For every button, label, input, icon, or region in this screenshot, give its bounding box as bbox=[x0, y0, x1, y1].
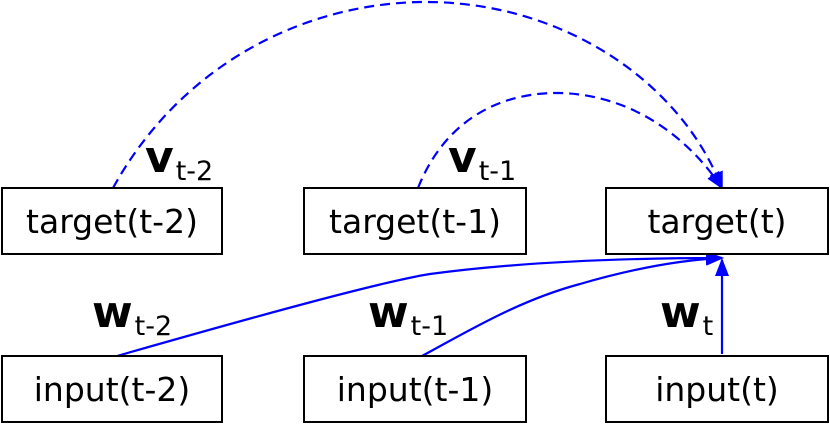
label-w-t-main: w bbox=[660, 287, 701, 338]
label-v-t2: vt-2 bbox=[145, 132, 213, 187]
node-target-t1-label: target(t-1) bbox=[329, 202, 501, 241]
label-v-t2-main: v bbox=[145, 132, 174, 183]
label-v-t1-sub: t-1 bbox=[479, 156, 517, 187]
edge-input-t2-to-target-t bbox=[116, 251, 724, 358]
edge-target-t1-to-target-t bbox=[416, 91, 724, 190]
node-target-t2: target(t-2) bbox=[1, 187, 223, 255]
label-w-t2-sub: t-2 bbox=[135, 311, 173, 342]
node-input-t2: input(t-2) bbox=[1, 355, 223, 423]
edge-input-t1-to-target-t bbox=[421, 251, 724, 357]
node-input-t1-label: input(t-1) bbox=[337, 370, 493, 409]
edge-target-t2-to-target-t bbox=[112, 0, 724, 190]
label-w-t1-sub: t-1 bbox=[411, 311, 449, 342]
node-input-t2-label: input(t-2) bbox=[34, 370, 190, 409]
label-v-t2-sub: t-2 bbox=[176, 156, 214, 187]
node-input-t1: input(t-1) bbox=[303, 355, 527, 423]
node-target-t2-label: target(t-2) bbox=[26, 202, 198, 241]
node-target-t1: target(t-1) bbox=[303, 187, 527, 255]
label-w-t2: wt-2 bbox=[92, 287, 172, 342]
node-input-t: input(t) bbox=[605, 355, 829, 423]
label-w-t1: wt-1 bbox=[368, 287, 448, 342]
label-w-t-sub: t bbox=[703, 311, 714, 342]
node-input-t-label: input(t) bbox=[655, 370, 779, 409]
label-w-t1-main: w bbox=[368, 287, 409, 338]
label-w-t: wt bbox=[660, 287, 713, 342]
node-target-t-label: target(t) bbox=[647, 202, 786, 241]
label-v-t1: vt-1 bbox=[448, 132, 516, 187]
label-v-t1-main: v bbox=[448, 132, 477, 183]
label-w-t2-main: w bbox=[92, 287, 133, 338]
node-target-t: target(t) bbox=[605, 187, 829, 255]
